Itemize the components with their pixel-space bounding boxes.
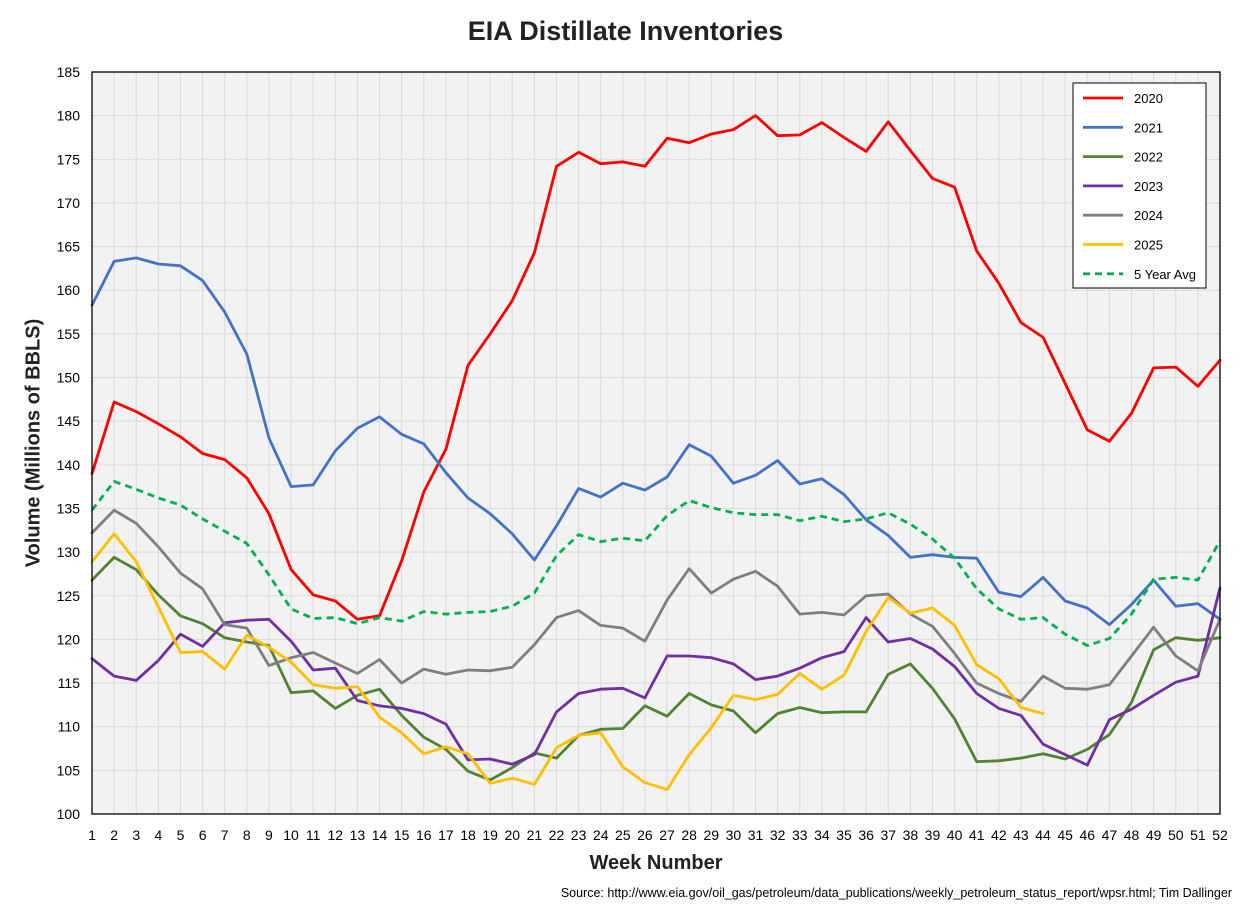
y-tick-label: 150 [57, 370, 81, 386]
y-axis-ticks: 100 105 110 115 120 125 130 135 140 145 150 155 160 1… [57, 64, 81, 822]
x-tick-label: 45 [1057, 827, 1073, 843]
x-tick-label: 13 [350, 827, 366, 843]
y-tick-label: 155 [57, 326, 81, 342]
chart-title: EIA Distillate Inventories [467, 16, 784, 46]
x-tick-label: 44 [1035, 827, 1051, 843]
x-tick-label: 15 [394, 827, 410, 843]
series-line-5-year-avg [90, 479, 1222, 647]
plot-frame [91, 71, 1221, 815]
y-tick-label: 120 [57, 631, 81, 647]
x-tick-label: 42 [991, 827, 1007, 843]
x-tick-label: 5 [177, 827, 185, 843]
series-line-2022 [90, 556, 1222, 782]
x-tick-label: 26 [637, 827, 653, 843]
x-tick-label: 4 [154, 827, 162, 843]
x-tick-label: 14 [372, 827, 388, 843]
x-tick-label: 3 [132, 827, 140, 843]
x-tick-label: 48 [1124, 827, 1140, 843]
x-tick-label: 40 [947, 827, 963, 843]
x-tick-label: 27 [659, 827, 675, 843]
x-tick-label: 46 [1080, 827, 1096, 843]
x-tick-label: 12 [328, 827, 344, 843]
x-tick-label: 36 [858, 827, 874, 843]
x-tick-label: 31 [748, 827, 764, 843]
x-tick-label: 1 [88, 827, 96, 843]
x-tick-label: 10 [283, 827, 299, 843]
x-tick-label: 34 [814, 827, 830, 843]
series-layer [90, 114, 1222, 791]
x-tick-label: 7 [221, 827, 229, 843]
x-tick-label: 2 [110, 827, 118, 843]
x-tick-label: 22 [549, 827, 565, 843]
y-tick-label: 105 [57, 762, 81, 778]
x-tick-label: 6 [199, 827, 207, 843]
x-tick-label: 20 [504, 827, 520, 843]
x-tick-label: 50 [1168, 827, 1184, 843]
y-tick-label: 100 [57, 806, 81, 822]
legend-label-2020: 2020 [1134, 91, 1163, 106]
x-tick-label: 39 [925, 827, 941, 843]
x-tick-label: 47 [1102, 827, 1118, 843]
x-tick-label: 37 [880, 827, 896, 843]
x-tick-label: 38 [903, 827, 919, 843]
y-tick-label: 185 [57, 64, 81, 80]
x-tick-label: 25 [615, 827, 631, 843]
x-axis-label: Week Number [589, 852, 723, 874]
x-tick-label: 9 [265, 827, 273, 843]
y-tick-label: 170 [57, 195, 81, 211]
y-tick-label: 110 [58, 719, 81, 735]
legend-label-2023: 2023 [1134, 179, 1163, 194]
y-tick-label: 140 [57, 457, 81, 473]
x-tick-label: 33 [792, 827, 808, 843]
y-tick-label: 175 [57, 151, 81, 167]
y-tick-label: 130 [57, 544, 81, 560]
legend-label-2021: 2021 [1134, 120, 1163, 135]
y-axis-label: Volume (Millions of BBLS) [22, 318, 45, 568]
legend-label-5-year-avg: 5 Year Avg [1134, 267, 1196, 282]
x-tick-label: 17 [438, 827, 454, 843]
x-axis-ticks: 1 2 3 4 5 6 7 8 9 10 11 12 13 14 15 16 17 18 19 20 21 22 23 24 2… [88, 827, 1228, 843]
x-tick-label: 24 [593, 827, 609, 843]
y-tick-label: 145 [57, 413, 81, 429]
x-tick-label: 11 [306, 827, 321, 843]
series-line-2023 [90, 586, 1222, 767]
x-tick-label: 29 [704, 827, 720, 843]
x-tick-label: 19 [482, 827, 498, 843]
series-line-2021 [90, 256, 1222, 626]
x-tick-label: 16 [416, 827, 432, 843]
x-tick-label: 41 [969, 827, 985, 843]
legend: 2020 2021 2022 2023 2024 2025 5 Year Avg [1072, 82, 1207, 289]
y-tick-label: 125 [57, 588, 81, 604]
legend-label-2024: 2024 [1134, 208, 1163, 223]
y-tick-label: 160 [57, 282, 81, 298]
y-tick-label: 115 [58, 675, 81, 691]
x-tick-label: 8 [243, 827, 251, 843]
y-tick-label: 165 [57, 239, 81, 255]
legend-label-2025: 2025 [1134, 238, 1163, 253]
y-tick-label: 135 [57, 500, 81, 516]
x-tick-label: 35 [836, 827, 852, 843]
legend-label-2022: 2022 [1134, 150, 1163, 165]
x-tick-label: 23 [571, 827, 587, 843]
grid-layer [91, 71, 1221, 815]
x-tick-label: 28 [681, 827, 697, 843]
x-tick-label: 49 [1146, 827, 1162, 843]
x-tick-label: 43 [1013, 827, 1029, 843]
source-note: Source: http://www.eia.gov/oil_gas/petro… [560, 886, 1232, 900]
series-line-2024 [90, 508, 1222, 703]
series-line-2020 [90, 114, 1222, 621]
x-tick-label: 32 [770, 827, 786, 843]
y-tick-label: 180 [57, 108, 81, 124]
plot-background [92, 72, 1220, 814]
series-line-2025 [90, 532, 1045, 791]
x-tick-label: 52 [1212, 827, 1228, 843]
x-tick-label: 30 [726, 827, 742, 843]
x-tick-label: 18 [460, 827, 476, 843]
x-tick-label: 21 [527, 827, 543, 843]
x-tick-label: 51 [1190, 827, 1206, 843]
